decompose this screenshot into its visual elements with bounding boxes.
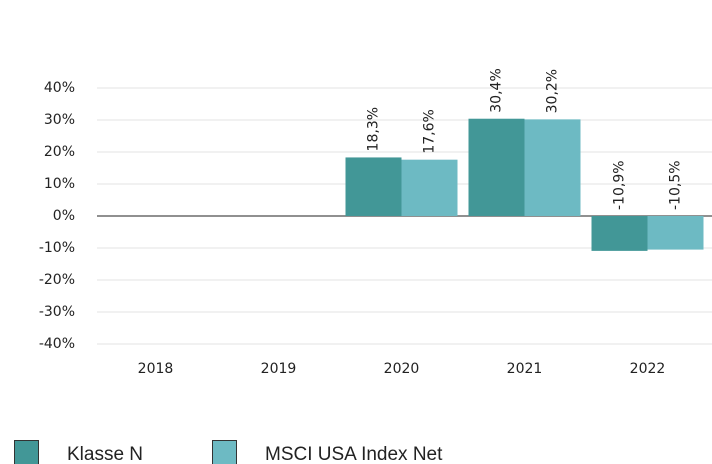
y-tick-label: -30% [39,304,75,320]
y-tick-label: 30% [44,112,75,128]
value-label: 17,6% [422,109,438,153]
y-tick-label: -20% [39,272,75,288]
y-tick-label: 0% [53,208,75,224]
bar [468,118,525,216]
legend-label: MSCI USA Index Net [265,444,443,464]
value-label: 30,2% [545,69,561,113]
legend-swatch [14,440,39,464]
x-tick-label: 2021 [507,361,543,377]
bar [401,159,458,216]
y-tick-label: 10% [44,176,75,192]
value-label: -10,5% [668,160,684,210]
value-label: 18,3% [366,107,382,151]
value-label: 30,4% [489,68,505,112]
y-tick-label: -10% [39,240,75,256]
y-tick-label: 20% [44,144,75,160]
bar [345,157,402,216]
value-label: -10,9% [612,160,628,210]
x-tick-label: 2020 [384,361,420,377]
y-tick-label: -40% [39,336,75,352]
x-tick-label: 2018 [138,361,174,377]
x-tick-label: 2022 [630,361,666,377]
y-tick-label: 40% [44,80,75,96]
bar [591,216,648,251]
legend-swatch [212,440,237,464]
bar [647,216,704,250]
legend-label: Klasse N [67,444,143,464]
x-tick-label: 2019 [261,361,297,377]
bar [524,119,581,216]
